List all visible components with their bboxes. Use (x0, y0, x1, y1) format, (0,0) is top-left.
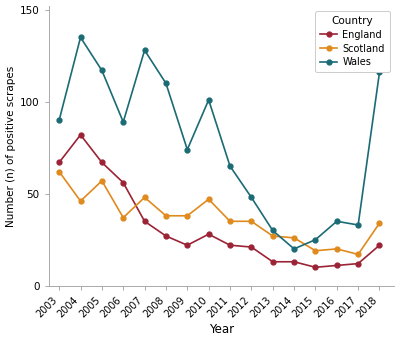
England (185, 243, 190, 247)
Wales (270, 228, 275, 233)
Scotland (356, 252, 360, 256)
Scotland (292, 236, 296, 240)
Wales (377, 70, 382, 74)
England (249, 245, 254, 249)
England (377, 243, 382, 247)
Scotland (228, 219, 232, 223)
Wales (249, 195, 254, 199)
Scotland (142, 195, 147, 199)
Line: England: England (57, 132, 382, 270)
Scotland (249, 219, 254, 223)
Wales (313, 238, 318, 242)
Scotland (270, 234, 275, 238)
England (356, 262, 360, 266)
Scotland (206, 197, 211, 201)
England (270, 260, 275, 264)
Wales (356, 223, 360, 227)
England (100, 160, 104, 165)
Line: Wales: Wales (57, 35, 382, 251)
England (292, 260, 296, 264)
Line: Scotland: Scotland (57, 169, 382, 257)
Scotland (313, 249, 318, 253)
Wales (121, 120, 126, 124)
Scotland (57, 170, 62, 174)
Wales (57, 118, 62, 122)
England (313, 265, 318, 269)
England (206, 232, 211, 236)
England (121, 181, 126, 185)
Wales (185, 147, 190, 152)
England (57, 160, 62, 165)
Scotland (78, 199, 83, 203)
England (228, 243, 232, 247)
Wales (100, 68, 104, 73)
Legend: England, Scotland, Wales: England, Scotland, Wales (315, 11, 390, 73)
X-axis label: Year: Year (209, 324, 234, 337)
England (164, 234, 168, 238)
England (142, 219, 147, 223)
Wales (78, 35, 83, 39)
Scotland (334, 247, 339, 251)
Wales (164, 81, 168, 86)
Scotland (164, 214, 168, 218)
Scotland (185, 214, 190, 218)
Scotland (377, 221, 382, 225)
Wales (228, 164, 232, 168)
Wales (142, 48, 147, 52)
Wales (292, 247, 296, 251)
England (78, 133, 83, 137)
Scotland (121, 215, 126, 220)
Wales (206, 98, 211, 102)
Y-axis label: Number (n) of positive scrapes: Number (n) of positive scrapes (6, 65, 16, 226)
England (334, 263, 339, 267)
Scotland (100, 179, 104, 183)
Wales (334, 219, 339, 223)
